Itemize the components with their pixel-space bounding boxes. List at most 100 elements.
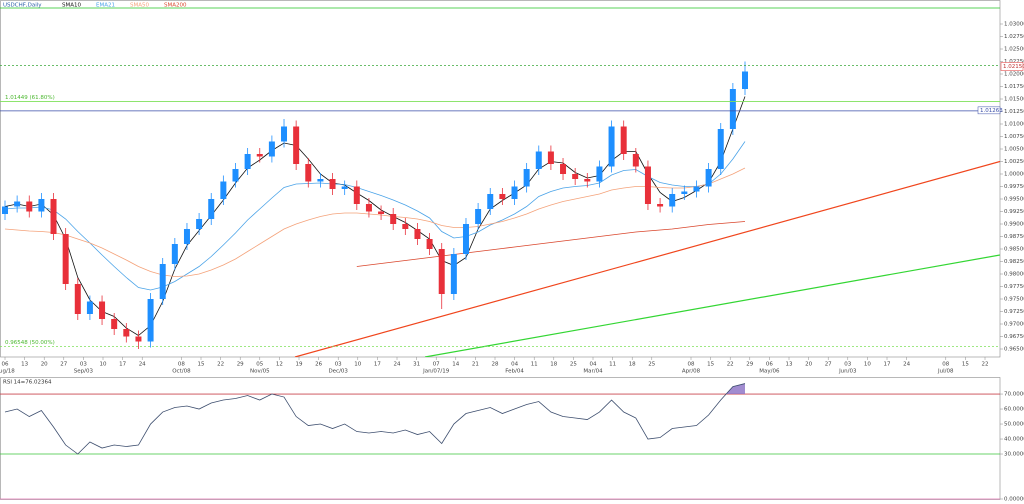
- trend-line: [294, 160, 1000, 357]
- legend-entry: SMA50: [130, 3, 149, 9]
- x-tick-label: 14: [452, 362, 459, 368]
- candle-body: [62, 234, 69, 284]
- candle-body: [596, 166, 603, 182]
- x-tick-label: 04: [590, 362, 597, 368]
- candle-body: [111, 319, 118, 329]
- candle-body: [244, 154, 251, 169]
- candle-body: [402, 224, 409, 229]
- candle-body: [293, 126, 300, 164]
- x-month-label: Jul/08: [937, 369, 954, 375]
- x-tick-label: 24: [903, 362, 910, 368]
- x-tick-label: 29: [237, 362, 244, 368]
- price-plot: [2, 61, 1000, 357]
- x-tick-label: 26: [315, 362, 322, 368]
- candle-body: [632, 154, 639, 167]
- price-pane-frame: [0, 0, 1001, 358]
- x-tick-label: 08: [942, 362, 949, 368]
- rsi-pane-frame: [0, 377, 1001, 500]
- candle-body: [353, 186, 360, 204]
- x-tick-label: 11: [609, 362, 616, 368]
- y-tick-label: 1.01250: [1004, 109, 1024, 115]
- candle-body: [268, 141, 275, 157]
- candle-body: [742, 71, 748, 89]
- candle-body: [499, 194, 506, 199]
- candle-body: [681, 191, 688, 194]
- candle-body: [317, 179, 324, 182]
- candle-body: [159, 264, 166, 299]
- x-month-label: Aug/18: [0, 369, 15, 375]
- y-tick-label: 1.03000: [1004, 22, 1024, 28]
- x-tick-label: 17: [884, 362, 891, 368]
- x-month-label: Dec/03: [328, 369, 348, 375]
- legend-entry: SMA10: [62, 3, 81, 9]
- y-tick-label: 1.02750: [1004, 34, 1024, 40]
- candle-body: [523, 169, 530, 187]
- x-tick-label: 06: [766, 362, 773, 368]
- x-tick-label: 28: [492, 362, 499, 368]
- level-label: 1.01449 (61.80%): [5, 95, 55, 101]
- y-tick-label: 70.00000: [1004, 392, 1024, 398]
- candle-body: [414, 229, 421, 239]
- candle-body: [426, 239, 433, 249]
- x-tick-label: 10: [864, 362, 871, 368]
- y-tick-label: 1.00250: [1004, 159, 1024, 165]
- price-label-box: [1000, 62, 1024, 71]
- candle-body: [669, 194, 676, 207]
- candle-body: [572, 174, 579, 179]
- trend-line: [424, 254, 1000, 357]
- x-tick-label: 13: [21, 362, 28, 368]
- x-tick-label: 29: [746, 362, 753, 368]
- candle-body: [74, 284, 81, 314]
- y-tick-label: 40.00000: [1004, 437, 1024, 443]
- candle-body: [26, 201, 33, 212]
- candle-body: [329, 179, 336, 189]
- candle-body: [560, 164, 567, 174]
- y-tick-label: 1.01000: [1004, 122, 1024, 128]
- candle-body: [378, 211, 385, 214]
- x-month-label: Nov/05: [250, 369, 270, 375]
- y-tick-label: 1.02500: [1004, 47, 1024, 53]
- candle-body: [220, 181, 227, 199]
- y-tick-label: 1.00500: [1004, 147, 1024, 153]
- y-tick-label: 60.00000: [1004, 407, 1024, 413]
- candle-body: [729, 89, 736, 129]
- x-month-label: May/06: [759, 369, 780, 375]
- x-tick-label: 12: [276, 362, 283, 368]
- candle-body: [147, 299, 154, 342]
- y-tick-label: 0.00000: [1004, 497, 1024, 503]
- rsi-line: [4, 383, 746, 455]
- x-month-label: Jan/07/19: [422, 369, 450, 375]
- y-tick-label: 1.01500: [1004, 97, 1024, 103]
- x-tick-label: 08: [688, 362, 695, 368]
- candle-body: [620, 126, 627, 154]
- candle-body: [86, 301, 93, 314]
- x-tick-label: 19: [296, 362, 303, 368]
- y-tick-label: 1.00750: [1004, 134, 1024, 140]
- x-tick-label: 27: [60, 362, 67, 368]
- candle-body: [365, 204, 372, 212]
- candle-body: [196, 219, 203, 229]
- x-tick-label: 18: [550, 362, 557, 368]
- level-label: 1.01263: [980, 108, 1003, 114]
- candle-body: [462, 224, 469, 254]
- x-tick-label: 18: [629, 362, 636, 368]
- candle-body: [208, 199, 215, 219]
- candle-body: [547, 151, 554, 164]
- candle-body: [99, 301, 106, 319]
- candle-body: [511, 186, 518, 199]
- x-tick-label: 10: [354, 362, 361, 368]
- x-tick-label: 21: [472, 362, 479, 368]
- candle-body: [183, 229, 190, 244]
- price-label: 1.02150: [1003, 64, 1024, 70]
- y-tick-label: 50.00000: [1004, 422, 1024, 428]
